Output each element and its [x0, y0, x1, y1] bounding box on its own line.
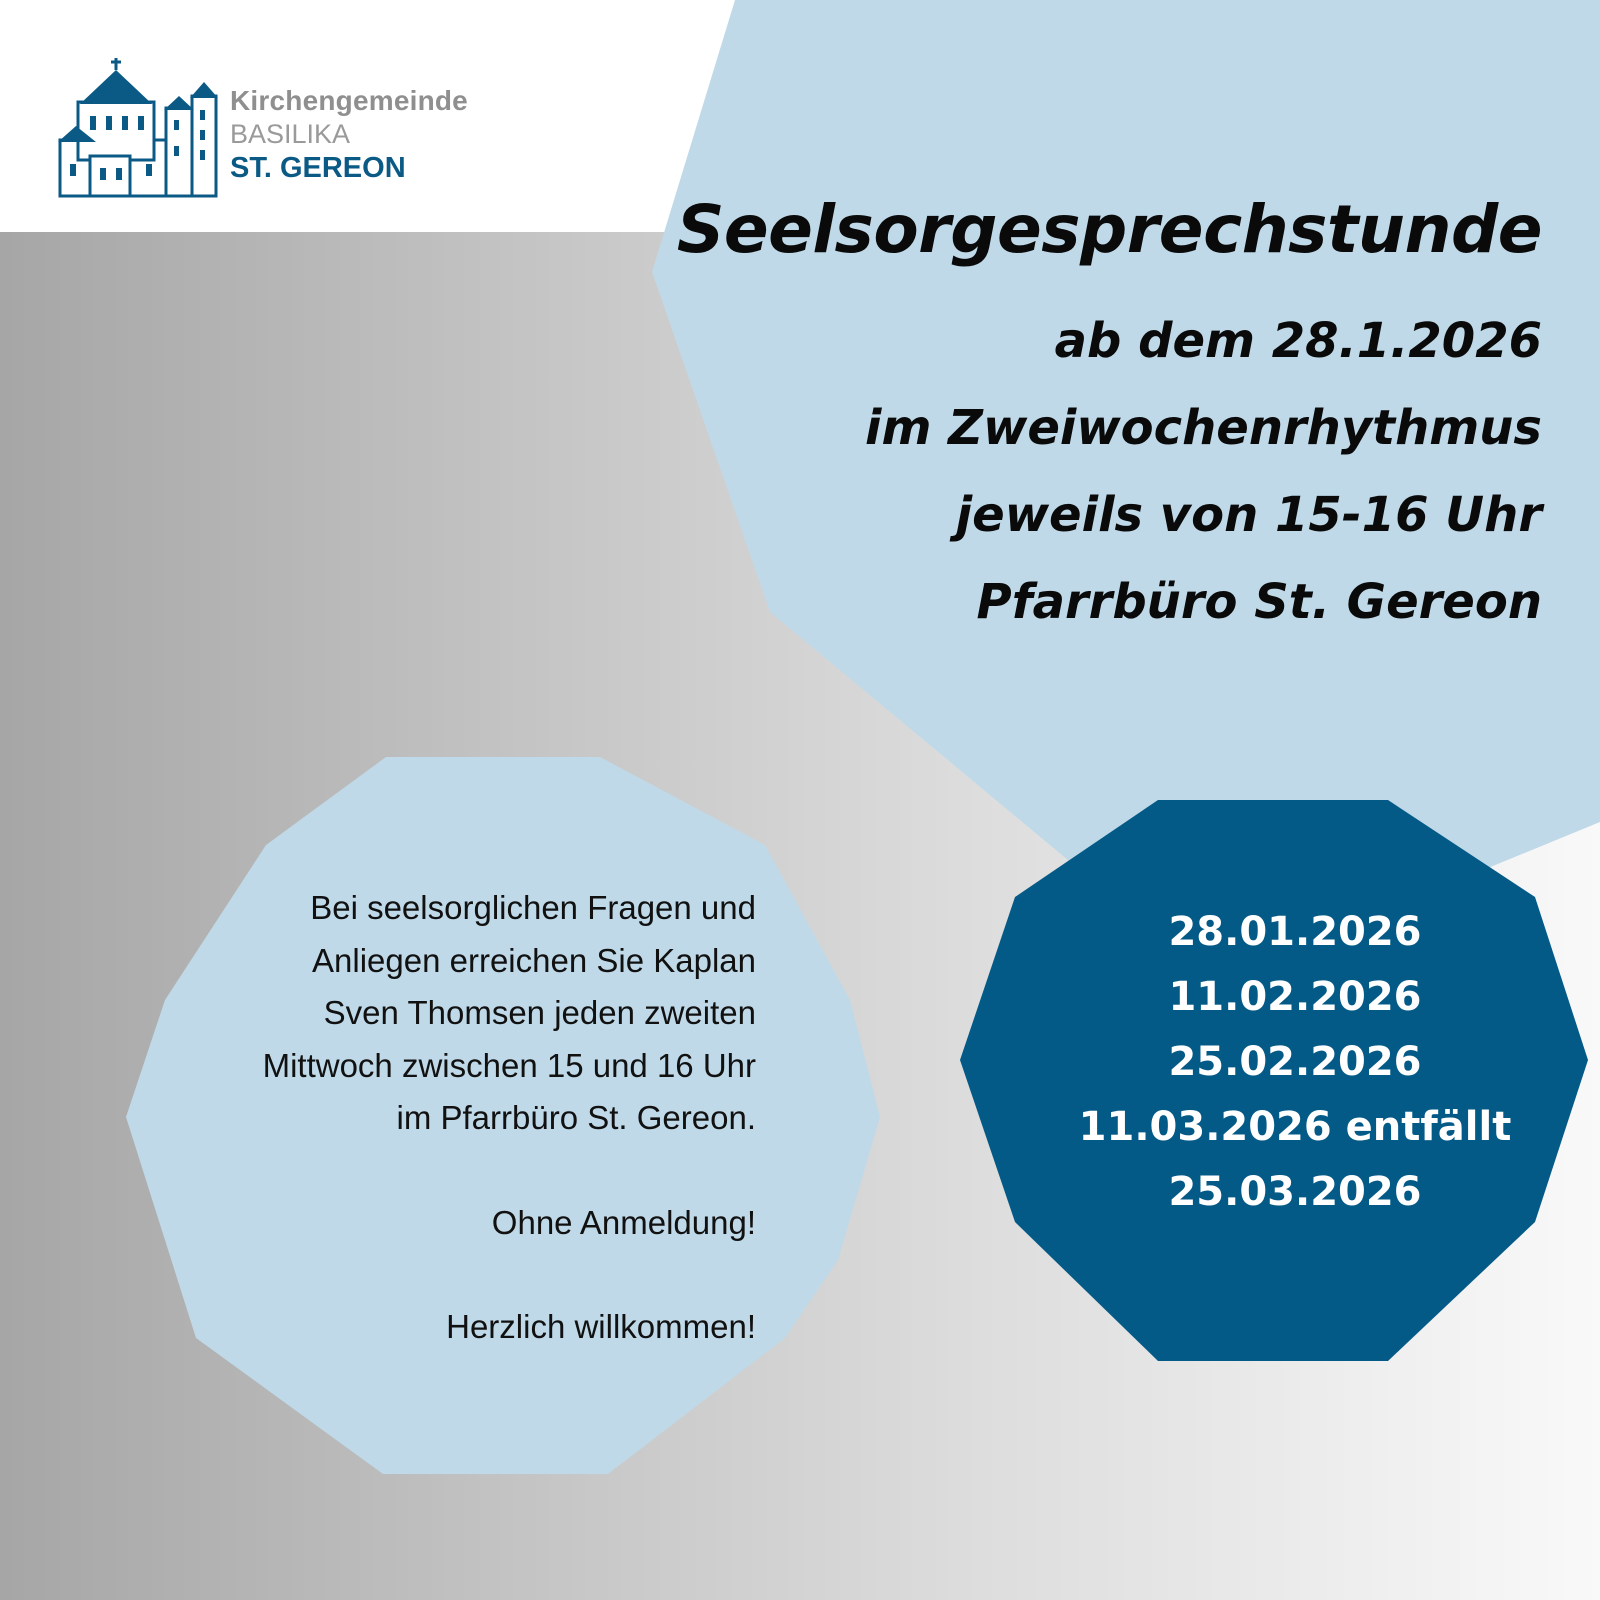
page-title: Seelsorgesprechstunde [676, 191, 1543, 268]
logo-text: Kirchengemeinde BASILIKA ST. GEREON [230, 84, 468, 186]
date-item: 25.03.2026 [1168, 1169, 1422, 1215]
headline-panel-shape [652, 0, 1600, 870]
basilica-church-icon [58, 58, 218, 198]
dates-list: 28.01.2026 11.02.2026 25.02.2026 11.03.2… [1000, 900, 1590, 1225]
info-line: im Pfarrbüro St. Gereon. [396, 1099, 756, 1136]
logo-line-st-gereon: ST. GEREON [230, 152, 406, 184]
info-note-no-registration: Ohne Anmeldung! [491, 1203, 756, 1241]
headline-time: jeweils von 15-16 Uhr [955, 487, 1542, 543]
spacer [156, 1249, 756, 1301]
headline-start-date: ab dem 28.1.2026 [1054, 313, 1542, 369]
headline-rhythm: im Zweiwochenrhythmus [864, 400, 1542, 456]
dates-decagon-shape [960, 800, 1588, 1361]
date-item: 28.01.2026 [1168, 909, 1422, 955]
logo-line-basilika: BASILIKA [230, 119, 351, 149]
info-welcome: Herzlich willkommen! [446, 1308, 756, 1345]
headline-block: Seelsorgesprechstunde ab dem 28.1.2026 i… [676, 186, 1543, 646]
info-decagon-shape [126, 757, 880, 1474]
logo-line-kirchengemeinde: Kirchengemeinde [230, 85, 468, 116]
info-line: Mittwoch zwischen 15 und 16 Uhr [262, 1046, 756, 1084]
date-item: 25.02.2026 [1168, 1039, 1422, 1085]
date-item-cancelled: 11.03.2026 entfällt [1078, 1104, 1512, 1150]
info-line: Bei seelsorglichen Fragen und [310, 889, 756, 926]
date-item: 11.02.2026 [1168, 974, 1422, 1020]
spacer [156, 1145, 756, 1197]
info-line: Sven Thomsen jeden zweiten [323, 994, 756, 1031]
headline-location: Pfarrbüro St. Gereon [976, 574, 1542, 630]
info-text-block: Bei seelsorglichen Fragen und Anliegen e… [156, 882, 756, 1354]
info-line: Anliegen erreichen Sie Kaplan [312, 941, 756, 979]
logo: Kirchengemeinde BASILIKA ST. GEREON [50, 56, 490, 206]
